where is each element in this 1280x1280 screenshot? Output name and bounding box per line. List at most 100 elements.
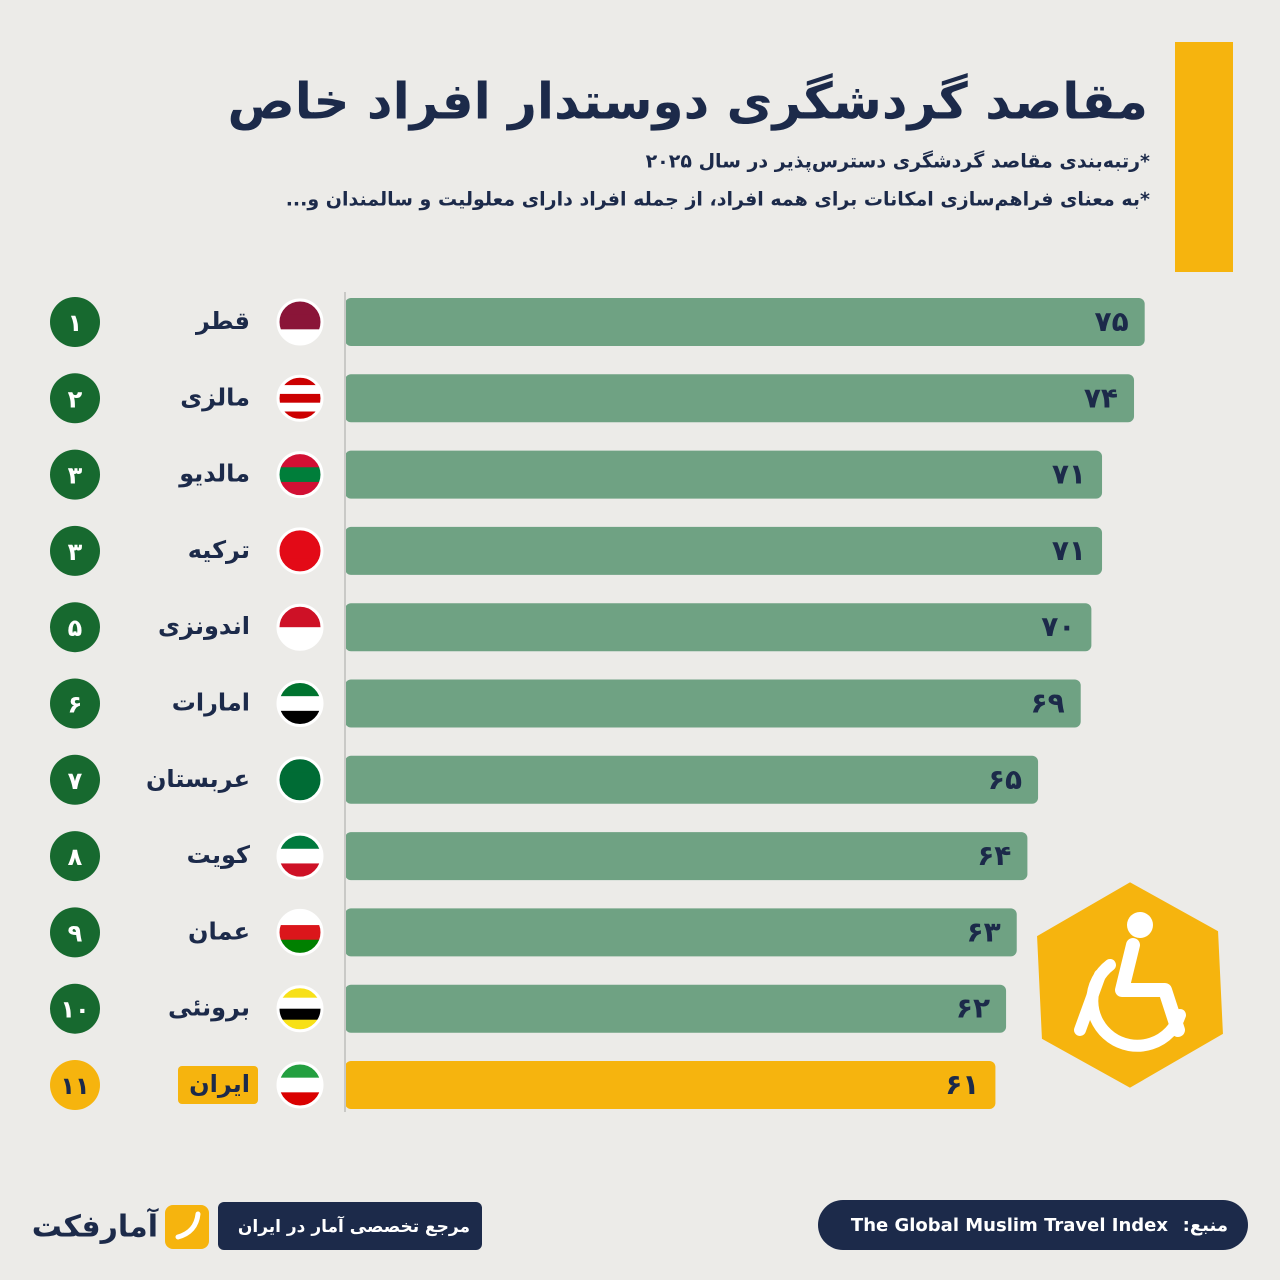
flag [278,605,322,650]
bar [345,755,1039,804]
category-label: برونئی [168,994,250,1022]
category-label: اندونزی [158,612,250,640]
category-label: امارات [172,689,250,717]
rank-badge [50,449,100,500]
flag-stripe [278,997,322,1010]
rank-badge [50,1060,100,1110]
flag-ring [276,374,324,422]
row: ۳ مالدیو ۷۱ [50,449,1103,500]
flag-stripe [278,411,322,421]
row: ۹ عمان ۶۳ [50,907,1017,958]
rank-badge [50,983,100,1034]
category-label: عمان [188,917,250,945]
value-label: ۶۹ [1031,687,1065,720]
bar [345,298,1145,346]
rank-badge [50,678,100,729]
flag-ring [276,985,324,1033]
value-label: ۶۳ [967,915,1001,948]
flag-ring [276,756,324,804]
value-label: ۷۵ [1095,305,1129,338]
category-label: کویت [187,841,250,869]
rank: ۳ [68,462,83,490]
subtitle: *رتبه‌بندی مقاصد گردشگری دسترس‌پذیر در س… [646,150,1150,173]
logo-swoosh [175,1211,201,1240]
category-label: مالزی [180,383,250,411]
tagline: مرجع تخصصی آمار در ایران [238,1215,470,1237]
bar [345,526,1103,575]
bar [345,832,1028,881]
flag-stripe [278,314,322,330]
icon-head [1127,912,1153,938]
source-pill [818,1200,1248,1250]
flag-stripe [278,696,322,712]
category-label: ایران [189,1070,250,1098]
bar [345,450,1103,499]
bar [345,679,1081,728]
rank: ۵ [68,614,83,642]
flag-ring [276,680,324,727]
flag [278,986,322,1031]
flag-ring [276,298,324,346]
flag-stripe [278,1008,322,1021]
category-label: عربستان [146,765,250,793]
row: ۱ قطر ۷۵ [50,297,1145,347]
flag-stripe [278,627,322,650]
rank-badge [50,525,100,576]
bar [345,1061,996,1109]
subtitle: *به معنای فراهم‌سازی امکانات برای همه اف… [286,189,1150,211]
flag-stripe [278,543,322,559]
row: ۳ ترکیه ۷۱ [50,525,1103,576]
flag-ring [276,603,324,651]
flag-stripe [278,986,322,999]
rank: ۱۰ [60,996,89,1024]
flag-stripe [278,848,322,864]
flag-stripe [278,376,322,386]
flag-stripe [278,1019,322,1031]
flag-stripe [278,605,322,628]
rank-badge [50,602,100,653]
flag-ring [276,527,324,575]
flag-stripe [278,772,322,788]
highlight-label [178,1066,258,1104]
category-label: مالدیو [178,460,250,488]
flag-ring [276,451,324,499]
flag [278,376,322,421]
accessibility-icon [1032,877,1228,1093]
flag-stripe [278,925,322,941]
flag-stripe [278,385,322,395]
value-label: ۶۴ [977,839,1011,872]
bar [345,908,1017,957]
rank-badge [50,373,100,424]
footer: منبع: The Global Muslim Travel Index مرج… [32,1200,1248,1250]
tagline-pill [218,1202,482,1250]
row: ۵ اندونزی ۷۰ [50,602,1092,653]
category-label: قطر [195,307,250,335]
value-label: ۷۱ [1052,534,1086,567]
accent-bar [1175,42,1233,272]
chart-title: مقاصد گردشگری دوستدار افراد خاص [227,73,1148,132]
value-label: ۷۰ [1041,610,1075,643]
value-label: ۷۴ [1084,381,1118,414]
bar [345,374,1135,423]
icon-body [1115,938,1185,1037]
rank-badge [50,831,100,882]
bar [345,984,1007,1033]
row: ۱۱ ایران ۶۱ [50,1060,996,1110]
category-label: ترکیه [188,536,250,564]
row: ۲ مالزی ۷۴ [50,373,1135,424]
row: ۱۰ برونئی ۶۲ [50,983,1007,1034]
row: ۷ عربستان ۶۵ [50,754,1039,805]
rank: ۲ [68,385,83,413]
flag-ring [276,832,324,880]
flag-ring [276,908,324,956]
source: The Global Muslim Travel Index [851,1215,1168,1236]
flag-stripe [278,1077,322,1093]
rank-badge [50,297,100,347]
source-label: منبع: [1183,1215,1228,1236]
rank: ۱ [68,309,83,337]
value-label: ۶۱ [945,1068,979,1101]
rank: ۶ [68,691,83,719]
rank: ۹ [68,919,83,947]
flag-stripe [278,402,322,412]
